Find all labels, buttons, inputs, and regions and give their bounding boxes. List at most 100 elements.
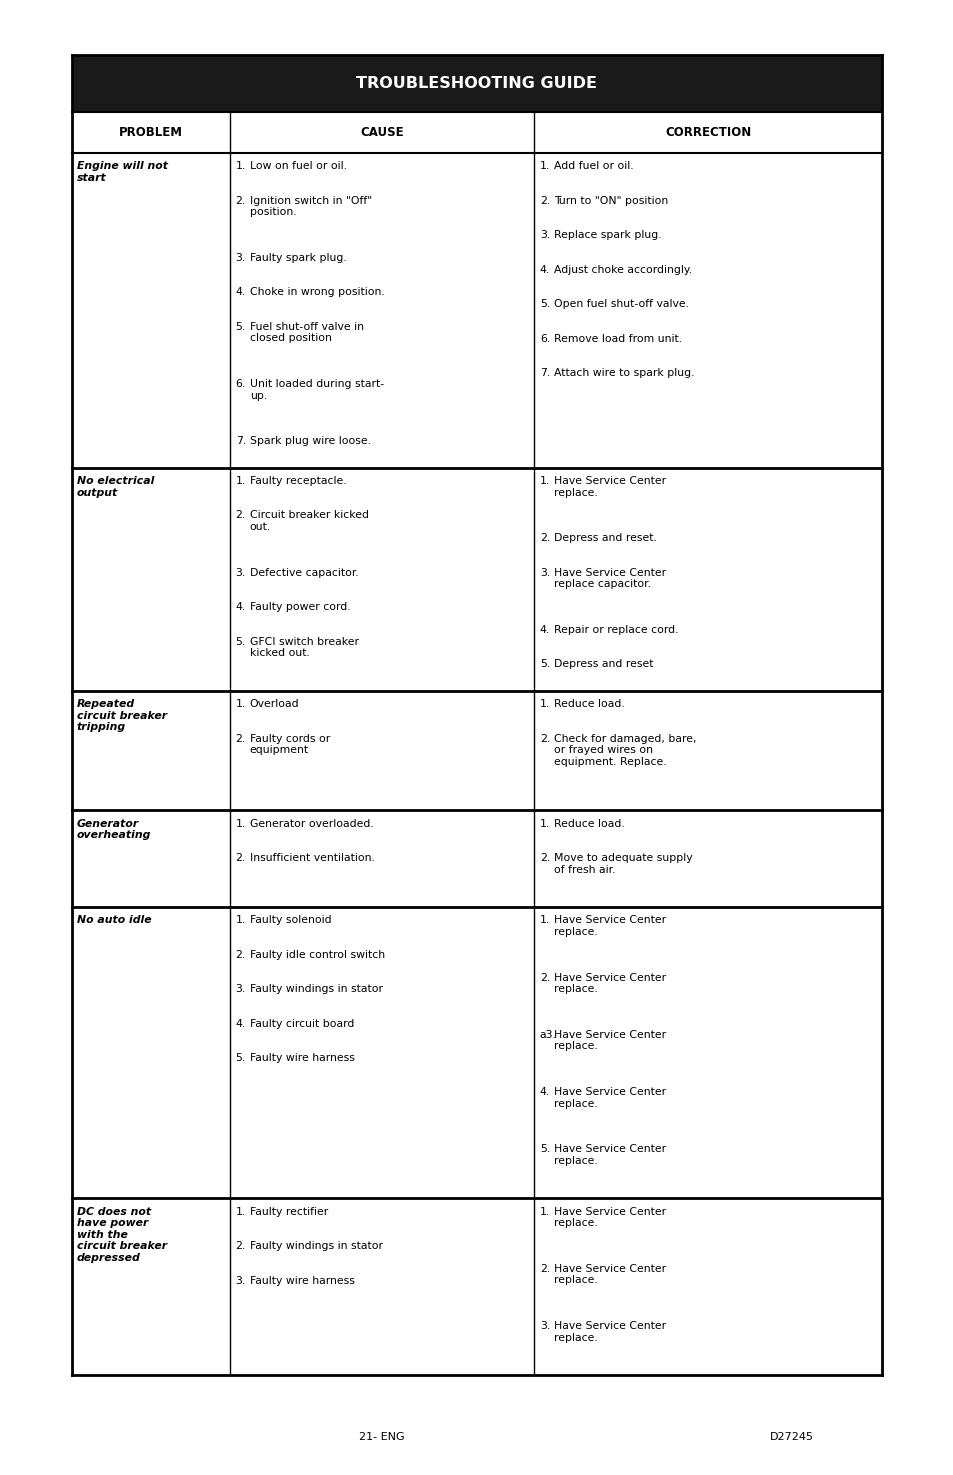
Text: TROUBLESHOOTING GUIDE: TROUBLESHOOTING GUIDE [356,77,597,91]
Text: Faulty circuit board: Faulty circuit board [250,1019,354,1030]
Text: Move to adequate supply
of fresh air.: Move to adequate supply of fresh air. [553,853,692,875]
Text: Open fuel shut-off valve.: Open fuel shut-off valve. [553,299,688,310]
Text: 1.: 1. [235,699,246,709]
Text: No auto idle: No auto idle [76,916,151,925]
Text: Generator
overheating: Generator overheating [76,819,151,841]
Bar [71,152,882,468]
Text: 4.: 4. [539,625,550,634]
Text: Defective capacitor.: Defective capacitor. [250,568,358,578]
Text: 1.: 1. [235,161,246,171]
Text: a3.: a3. [539,1030,556,1040]
Text: 1.: 1. [235,476,246,485]
Text: 4.: 4. [235,288,246,298]
Text: Have Service Center
replace.: Have Service Center replace. [553,1207,665,1229]
Text: 1.: 1. [539,699,550,709]
Text: 5.: 5. [235,1053,246,1063]
Text: 1.: 1. [235,1207,246,1217]
Text: 5.: 5. [539,299,550,310]
Text: 2.: 2. [539,1264,550,1274]
Text: 2.: 2. [539,733,550,743]
Bar [71,690,882,810]
Text: 6.: 6. [235,379,246,389]
Text: Have Service Center
replace.: Have Service Center replace. [553,1030,665,1052]
Text: 1.: 1. [235,819,246,829]
Text: Generator overloaded.: Generator overloaded. [250,819,373,829]
Text: Faulty solenoid: Faulty solenoid [250,916,331,925]
Text: 5.: 5. [539,1145,550,1155]
Text: Overload: Overload [250,699,299,709]
Text: Choke in wrong position.: Choke in wrong position. [250,288,384,298]
Text: 3.: 3. [539,1322,550,1330]
Text: PROBLEM: PROBLEM [118,125,182,139]
Text: Faulty idle control switch: Faulty idle control switch [250,950,384,960]
Text: Circuit breaker kicked
out.: Circuit breaker kicked out. [250,510,368,532]
Text: Insufficient ventilation.: Insufficient ventilation. [250,853,375,863]
Text: Faulty receptacle.: Faulty receptacle. [250,476,346,485]
Text: Depress and reset: Depress and reset [553,659,653,670]
Text: 6.: 6. [539,333,550,344]
Text: Faulty windings in stator: Faulty windings in stator [250,1240,382,1251]
Text: Faulty power cord.: Faulty power cord. [250,602,350,612]
Text: Low on fuel or oil.: Low on fuel or oil. [250,161,346,171]
Text: Check for damaged, bare,
or frayed wires on
equipment. Replace.: Check for damaged, bare, or frayed wires… [553,733,696,767]
Text: 3.: 3. [539,230,550,240]
Text: Remove load from unit.: Remove load from unit. [553,333,681,344]
Text: Spark plug wire loose.: Spark plug wire loose. [250,437,371,447]
Text: 2.: 2. [235,950,246,960]
Text: CAUSE: CAUSE [359,125,403,139]
Bar [71,55,882,112]
Text: Ignition switch in "Off"
position.: Ignition switch in "Off" position. [250,196,372,217]
Text: 3.: 3. [235,568,246,578]
Text: 4.: 4. [539,264,550,274]
Bar [71,907,882,1198]
Text: Depress and reset.: Depress and reset. [553,532,656,543]
Text: DC does not
have power
with the
circuit breaker
depressed: DC does not have power with the circuit … [76,1207,167,1263]
Text: 2.: 2. [539,972,550,982]
Text: 4.: 4. [235,602,246,612]
Text: 1.: 1. [539,916,550,925]
Text: 5.: 5. [235,322,246,332]
Text: 3.: 3. [235,984,246,994]
Text: 21- ENG: 21- ENG [358,1432,404,1443]
Text: Faulty spark plug.: Faulty spark plug. [250,252,346,263]
Text: Have Service Center
replace.: Have Service Center replace. [553,1264,665,1286]
Bar [71,810,882,907]
Text: Attach wire to spark plug.: Attach wire to spark plug. [553,369,694,378]
Text: Have Service Center
replace capacitor.: Have Service Center replace capacitor. [553,568,665,590]
Text: Unit loaded during start-
up.: Unit loaded during start- up. [250,379,383,401]
Text: Have Service Center
replace.: Have Service Center replace. [553,1322,665,1342]
Text: 5.: 5. [235,637,246,646]
Bar [71,112,882,152]
Text: GFCI switch breaker
kicked out.: GFCI switch breaker kicked out. [250,637,358,658]
Text: Turn to "ON" position: Turn to "ON" position [553,196,667,205]
Text: 3.: 3. [235,1276,246,1286]
Text: 1.: 1. [539,1207,550,1217]
Text: Have Service Center
replace.: Have Service Center replace. [553,916,665,937]
Text: 2.: 2. [235,853,246,863]
Bar [71,1198,882,1375]
Text: Have Service Center
replace.: Have Service Center replace. [553,972,665,994]
Text: 2.: 2. [235,196,246,205]
Text: 7.: 7. [539,369,550,378]
Text: 2.: 2. [539,196,550,205]
Text: Have Service Center
replace.: Have Service Center replace. [553,476,665,497]
Text: Reduce load.: Reduce load. [553,819,624,829]
Text: Fuel shut-off valve in
closed position: Fuel shut-off valve in closed position [250,322,363,344]
Text: 3.: 3. [539,568,550,578]
Text: 7.: 7. [235,437,246,447]
Text: 5.: 5. [539,659,550,670]
Text: Repair or replace cord.: Repair or replace cord. [553,625,678,634]
Text: Engine will not
start: Engine will not start [76,161,168,183]
Text: Add fuel or oil.: Add fuel or oil. [553,161,633,171]
Text: CORRECTION: CORRECTION [664,125,750,139]
Text: 4.: 4. [235,1019,246,1030]
Text: 4.: 4. [539,1087,550,1097]
Text: 2.: 2. [235,1240,246,1251]
Text: Faulty windings in stator: Faulty windings in stator [250,984,382,994]
Text: 1.: 1. [539,819,550,829]
Text: Replace spark plug.: Replace spark plug. [553,230,660,240]
Text: Reduce load.: Reduce load. [553,699,624,709]
Text: No electrical
output: No electrical output [76,476,153,497]
Text: Have Service Center
replace.: Have Service Center replace. [553,1145,665,1165]
Text: 2.: 2. [539,853,550,863]
